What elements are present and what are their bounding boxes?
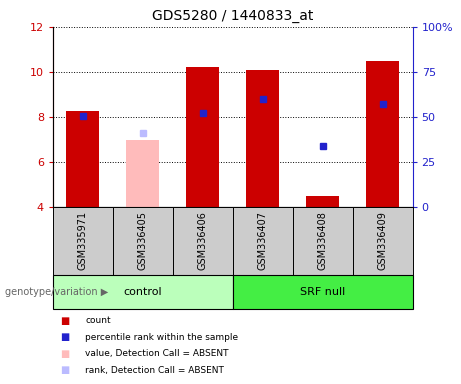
Text: control: control	[124, 287, 162, 297]
Text: GSM336408: GSM336408	[318, 211, 328, 270]
Text: ■: ■	[60, 332, 69, 342]
Bar	[366, 61, 399, 207]
Bar	[353, 207, 413, 275]
Text: count: count	[85, 316, 111, 325]
Bar	[53, 207, 113, 275]
Bar	[233, 275, 413, 309]
Bar	[293, 207, 353, 275]
Title: GDS5280 / 1440833_at: GDS5280 / 1440833_at	[152, 9, 313, 23]
Text: GSM336409: GSM336409	[378, 211, 388, 270]
Bar	[306, 196, 339, 207]
Text: ■: ■	[60, 316, 69, 326]
Bar	[173, 207, 233, 275]
Text: SRF null: SRF null	[300, 287, 345, 297]
Bar	[246, 70, 279, 207]
Text: genotype/variation ▶: genotype/variation ▶	[5, 287, 108, 297]
Bar	[186, 68, 219, 207]
Bar	[126, 140, 160, 207]
Text: percentile rank within the sample: percentile rank within the sample	[85, 333, 238, 342]
Text: GSM336405: GSM336405	[138, 211, 148, 270]
Bar	[66, 111, 100, 207]
Text: ■: ■	[60, 365, 69, 375]
Text: ■: ■	[60, 349, 69, 359]
Bar	[233, 207, 293, 275]
Text: GSM336407: GSM336407	[258, 211, 268, 270]
Text: rank, Detection Call = ABSENT: rank, Detection Call = ABSENT	[85, 366, 224, 375]
Text: GSM335971: GSM335971	[78, 211, 88, 270]
Bar	[53, 275, 233, 309]
Bar	[113, 207, 173, 275]
Text: GSM336406: GSM336406	[198, 211, 208, 270]
Text: value, Detection Call = ABSENT: value, Detection Call = ABSENT	[85, 349, 229, 358]
